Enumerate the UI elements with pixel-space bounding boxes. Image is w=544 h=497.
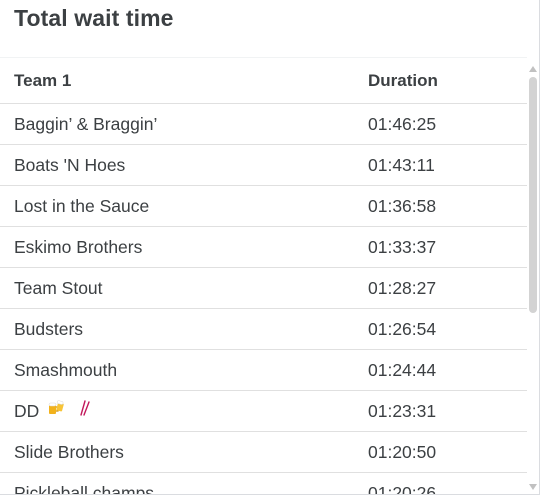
team-name: Lost in the Sauce: [14, 196, 150, 216]
team-name: Team Stout: [14, 278, 103, 298]
table-row: Baggin’ & Braggin’ 01:46:25: [0, 104, 527, 145]
team-name: Eskimo Brothers: [14, 237, 143, 257]
table-row: Smashmouth 01:24:44: [0, 350, 527, 391]
table-row: Pickleball champs 01:20:26: [0, 473, 527, 495]
table-row: DD 01:23:31: [0, 391, 527, 432]
wait-time-table: Team 1 Duration Baggin’ & Braggin’ 01:46…: [0, 58, 527, 495]
duration-value: 01:46:25: [368, 114, 437, 134]
duration-value: 01:36:58: [368, 196, 437, 216]
column-header-duration[interactable]: Duration: [368, 71, 438, 90]
table-row: Team Stout 01:28:27: [0, 268, 527, 309]
team-name-cell: DD: [14, 391, 91, 431]
scroll-down-icon[interactable]: [529, 484, 537, 490]
table-row: Eskimo Brothers 01:33:37: [0, 227, 527, 268]
team-name: Baggin’ & Braggin’: [14, 114, 158, 134]
vertical-scrollbar[interactable]: [527, 60, 539, 494]
table-row: Boats 'N Hoes 01:43:11: [0, 145, 527, 186]
duration-value: 01:28:27: [368, 278, 437, 298]
duration-value: 01:23:31: [368, 401, 437, 421]
table-row: Slide Brothers 01:20:50: [0, 432, 527, 473]
table-row: Budsters 01:26:54: [0, 309, 527, 350]
chopsticks-icon: [75, 390, 91, 430]
team-name: Slide Brothers: [14, 442, 124, 462]
card-title: Total wait time: [14, 5, 174, 31]
table-row: Lost in the Sauce 01:36:58: [0, 186, 527, 227]
scrollbar-thumb[interactable]: [529, 77, 537, 313]
team-name: Budsters: [14, 319, 84, 339]
table-header: Team 1 Duration: [0, 58, 527, 104]
duration-value: 01:26:54: [368, 319, 437, 339]
title-divider: [0, 57, 527, 58]
team-name: Smashmouth: [14, 360, 118, 380]
duration-value: 01:20:50: [368, 442, 437, 462]
beer-mugs-icon: [48, 390, 66, 430]
scroll-up-icon[interactable]: [529, 66, 537, 72]
duration-value: 01:33:37: [368, 237, 437, 257]
team-name: DD: [14, 401, 40, 421]
column-header-team[interactable]: Team 1: [14, 71, 72, 90]
duration-value: 01:43:11: [368, 155, 435, 175]
team-name: Boats 'N Hoes: [14, 155, 126, 175]
duration-value: 01:24:44: [368, 360, 437, 380]
duration-value: 01:20:26: [368, 483, 437, 495]
team-name: Pickleball champs: [14, 483, 155, 495]
